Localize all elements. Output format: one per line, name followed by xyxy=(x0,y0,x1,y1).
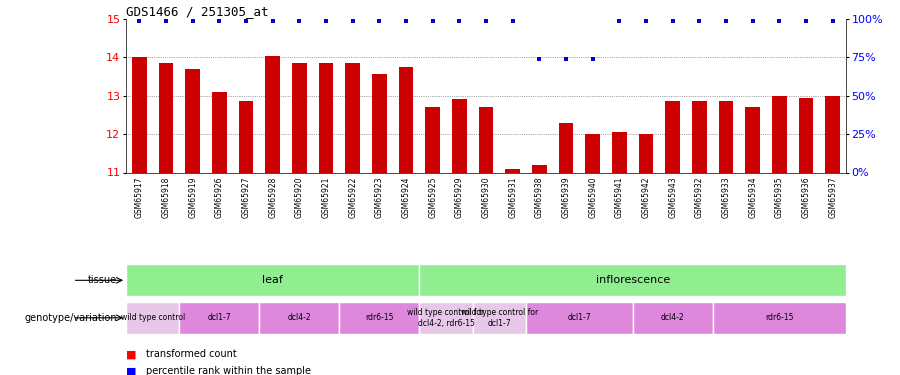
Bar xyxy=(266,56,280,172)
Bar xyxy=(472,302,526,334)
Text: GSM65926: GSM65926 xyxy=(215,177,224,218)
Text: dcl4-2: dcl4-2 xyxy=(287,314,311,322)
Bar xyxy=(419,302,472,334)
Bar xyxy=(346,63,360,173)
Text: wild type control for
dcl4-2, rdr6-15: wild type control for dcl4-2, rdr6-15 xyxy=(408,308,484,327)
Text: inflorescence: inflorescence xyxy=(596,275,670,285)
Text: GSM65931: GSM65931 xyxy=(508,177,518,218)
Text: GSM65940: GSM65940 xyxy=(589,177,598,218)
Text: GSM65924: GSM65924 xyxy=(401,177,410,218)
Text: GSM65932: GSM65932 xyxy=(695,177,704,218)
Bar xyxy=(132,57,147,172)
Text: GSM65935: GSM65935 xyxy=(775,177,784,218)
Text: GSM65922: GSM65922 xyxy=(348,177,357,218)
Bar xyxy=(719,101,733,172)
Bar xyxy=(372,75,387,172)
Bar xyxy=(399,67,413,172)
Bar xyxy=(633,302,713,334)
Text: GSM65942: GSM65942 xyxy=(642,177,651,218)
Bar xyxy=(238,101,253,172)
Bar xyxy=(713,302,846,334)
Text: GSM65927: GSM65927 xyxy=(241,177,250,218)
Text: GSM65936: GSM65936 xyxy=(802,177,811,218)
Text: percentile rank within the sample: percentile rank within the sample xyxy=(146,366,310,375)
Text: ■: ■ xyxy=(126,350,137,359)
Bar xyxy=(825,96,840,172)
Bar xyxy=(665,101,680,172)
Text: rdr6-15: rdr6-15 xyxy=(365,314,393,322)
Bar xyxy=(798,98,814,172)
Bar xyxy=(212,92,227,172)
Bar xyxy=(158,63,174,173)
Bar xyxy=(559,123,573,172)
Bar xyxy=(692,101,706,172)
Text: GSM65939: GSM65939 xyxy=(562,177,571,218)
Text: GDS1466 / 251305_at: GDS1466 / 251305_at xyxy=(126,4,268,18)
Text: dcl1-7: dcl1-7 xyxy=(568,314,591,322)
Bar xyxy=(126,302,179,334)
Bar xyxy=(259,302,339,334)
Bar xyxy=(532,165,546,172)
Text: GSM65917: GSM65917 xyxy=(135,177,144,218)
Bar xyxy=(126,264,419,296)
Bar xyxy=(772,96,787,172)
Text: GSM65928: GSM65928 xyxy=(268,177,277,218)
Text: dcl1-7: dcl1-7 xyxy=(208,314,231,322)
Text: GSM65930: GSM65930 xyxy=(482,177,490,218)
Bar xyxy=(452,99,467,172)
Text: GSM65943: GSM65943 xyxy=(668,177,677,218)
Bar xyxy=(612,132,626,172)
Text: GSM65941: GSM65941 xyxy=(615,177,624,218)
Bar xyxy=(179,302,259,334)
Bar xyxy=(745,107,760,172)
Bar xyxy=(426,107,440,172)
Text: wild type control for
dcl1-7: wild type control for dcl1-7 xyxy=(461,308,538,327)
Text: wild type control: wild type control xyxy=(121,314,184,322)
Text: rdr6-15: rdr6-15 xyxy=(765,314,794,322)
Text: dcl4-2: dcl4-2 xyxy=(661,314,685,322)
Text: ■: ■ xyxy=(126,366,137,375)
Bar xyxy=(585,134,600,172)
Text: GSM65929: GSM65929 xyxy=(454,177,464,218)
Text: transformed count: transformed count xyxy=(146,350,237,359)
Bar xyxy=(479,107,493,172)
Text: genotype/variation: genotype/variation xyxy=(24,313,117,323)
Bar xyxy=(419,264,846,296)
Bar xyxy=(505,169,520,172)
Text: GSM65934: GSM65934 xyxy=(748,177,757,218)
Bar xyxy=(639,134,653,172)
Bar xyxy=(185,69,200,172)
Bar xyxy=(319,63,333,173)
Bar xyxy=(339,302,419,334)
Text: GSM65918: GSM65918 xyxy=(161,177,170,218)
Text: tissue: tissue xyxy=(88,275,117,285)
Text: GSM65921: GSM65921 xyxy=(321,177,330,218)
Text: GSM65938: GSM65938 xyxy=(535,177,544,218)
Bar xyxy=(292,63,307,173)
Text: leaf: leaf xyxy=(262,275,284,285)
Text: GSM65925: GSM65925 xyxy=(428,177,437,218)
Bar xyxy=(526,302,633,334)
Text: GSM65923: GSM65923 xyxy=(374,177,383,218)
Text: GSM65920: GSM65920 xyxy=(295,177,304,218)
Text: GSM65937: GSM65937 xyxy=(828,177,837,218)
Text: GSM65933: GSM65933 xyxy=(722,177,731,218)
Text: GSM65919: GSM65919 xyxy=(188,177,197,218)
